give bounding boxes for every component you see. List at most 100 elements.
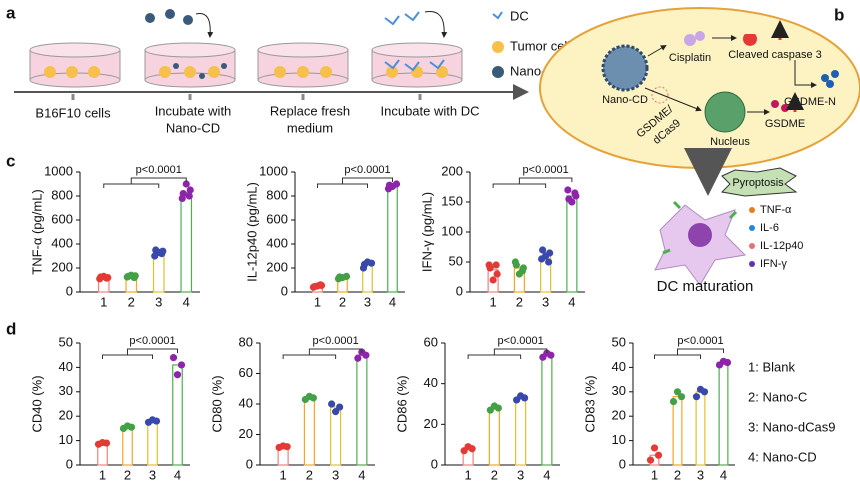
- legend-label: DC: [510, 8, 529, 23]
- x-tick-label: 4: [568, 294, 575, 309]
- x-tick-label: 1: [100, 294, 107, 309]
- bar: [356, 354, 368, 466]
- y-axis-title: CD83 (%): [582, 375, 597, 432]
- y-tick-label: 0: [431, 456, 438, 471]
- x-tick-label: 3: [364, 294, 371, 309]
- data-point: [332, 408, 340, 416]
- x-tick-label: 2: [124, 467, 131, 482]
- y-tick-label: 1000: [259, 163, 288, 178]
- dish: [371, 11, 463, 88]
- data-point: [517, 392, 525, 400]
- data-point: [646, 456, 655, 464]
- legend-label: 3: Nano-dCas9: [748, 419, 835, 434]
- panel-label: c: [6, 151, 15, 170]
- label: Cleaved caspase 3: [728, 49, 822, 61]
- y-tick-label: 1000: [44, 163, 73, 178]
- data-point: [490, 402, 498, 410]
- y-tick-label: 60: [424, 334, 438, 349]
- y-tick-label: 0: [619, 456, 626, 471]
- label: Cisplatin: [669, 52, 711, 64]
- x-tick-label: 1: [490, 294, 497, 309]
- y-axis-title: CD80 (%): [209, 375, 224, 432]
- bar: [303, 397, 315, 466]
- step-label: Incubate with: [155, 103, 232, 118]
- significance-label: p<0.0001: [313, 335, 359, 347]
- bar: [180, 191, 193, 293]
- data-point: [173, 371, 182, 379]
- y-tick-label: 50: [449, 253, 463, 268]
- x-tick-label: 2: [491, 467, 498, 482]
- data-point: [492, 261, 500, 269]
- y-tick-label: 20: [239, 426, 253, 441]
- x-tick-label: 3: [332, 467, 339, 482]
- data-point: [177, 361, 186, 369]
- y-tick-label: 40: [59, 359, 73, 374]
- data-point: [539, 246, 547, 254]
- data-point: [185, 192, 193, 200]
- step-label: Nano-CD: [166, 120, 220, 135]
- y-tick-label: 600: [266, 211, 288, 226]
- significance-bracket: [102, 348, 178, 359]
- y-axis-title: TNF-α (pg/mL): [29, 189, 44, 275]
- x-tick-label: 1: [651, 467, 658, 482]
- y-tick-label: 800: [51, 187, 73, 202]
- y-tick-label: 10: [612, 432, 626, 447]
- data-point: [669, 397, 678, 406]
- x-tick-label: 1: [99, 467, 106, 482]
- significance-label: p<0.0001: [136, 164, 182, 176]
- significance-label: p<0.0001: [498, 335, 544, 347]
- significance-label: p<0.0001: [677, 335, 723, 347]
- y-tick-label: 200: [266, 259, 288, 274]
- y-tick-label: 100: [441, 223, 463, 238]
- data-point: [565, 195, 573, 203]
- panel-label: d: [6, 319, 16, 338]
- y-tick-label: 50: [59, 334, 73, 349]
- bar: [330, 406, 342, 466]
- y-tick-label: 0: [281, 283, 288, 298]
- bar: [695, 391, 706, 466]
- data-point: [179, 190, 187, 198]
- x-tick-label: 3: [697, 467, 704, 482]
- data-point: [305, 392, 313, 400]
- x-tick-label: 3: [149, 467, 156, 482]
- data-point: [486, 264, 494, 272]
- significance-label: p<0.0001: [523, 164, 569, 176]
- significance-bracket: [282, 348, 363, 359]
- y-tick-label: 50: [612, 334, 626, 349]
- data-point: [545, 258, 553, 266]
- y-tick-label: 40: [239, 395, 253, 410]
- step-label: B16F10 cells: [35, 105, 111, 120]
- y-tick-label: 400: [51, 235, 73, 250]
- label: GSDME-N: [784, 96, 836, 108]
- x-tick-label: 2: [128, 294, 135, 309]
- significance-bracket: [492, 177, 573, 188]
- x-tick-label: 1: [465, 467, 472, 482]
- y-tick-label: 0: [456, 283, 463, 298]
- y-tick-label: 800: [266, 187, 288, 202]
- bar: [172, 364, 183, 466]
- bar: [515, 397, 527, 466]
- data-point: [328, 400, 336, 408]
- y-axis-title: IL-12p40 (pg/mL): [244, 182, 259, 282]
- label: GSDME: [765, 118, 805, 130]
- bar: [672, 396, 683, 466]
- step-ticks: [71, 94, 422, 100]
- x-tick-label: 3: [155, 294, 162, 309]
- data-point: [123, 422, 132, 430]
- label: Nano-CD: [602, 94, 648, 106]
- significance-label: p<0.0001: [344, 164, 390, 176]
- y-tick-label: 20: [59, 408, 73, 423]
- y-axis-title: CD86 (%): [394, 375, 409, 432]
- x-tick-label: 3: [517, 467, 524, 482]
- y-tick-label: 30: [59, 383, 73, 398]
- dish: [257, 42, 349, 88]
- data-point: [489, 276, 497, 284]
- dish: [29, 42, 121, 88]
- y-tick-label: 150: [441, 193, 463, 208]
- data-point: [97, 273, 105, 281]
- x-tick-label: 1: [314, 294, 321, 309]
- y-tick-label: 200: [51, 259, 73, 274]
- data-point: [360, 260, 369, 268]
